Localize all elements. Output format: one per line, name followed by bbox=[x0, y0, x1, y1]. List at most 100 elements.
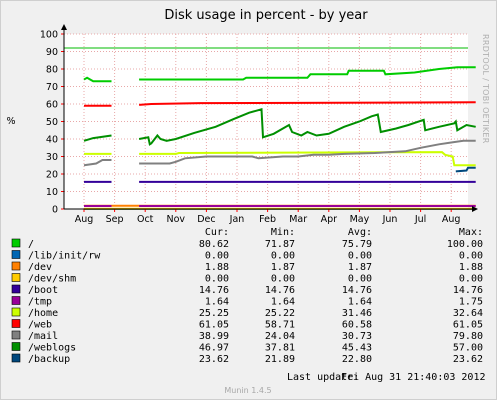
legend-series-name: /home bbox=[28, 308, 58, 319]
legend-swatch bbox=[11, 261, 21, 271]
y-tick-label: 0 bbox=[52, 205, 58, 216]
series-line-web bbox=[139, 101, 476, 106]
legend-stat-value: 14.76 bbox=[453, 285, 483, 296]
x-tick-label: Sep bbox=[106, 214, 124, 225]
legend-stat-value: 23.62 bbox=[199, 354, 229, 365]
series-line-weblogs bbox=[138, 108, 476, 146]
legend-swatch bbox=[11, 284, 21, 294]
legend-stat-value: 14.76 bbox=[265, 285, 295, 296]
legend-stat-value: 0.00 bbox=[205, 274, 229, 285]
x-tick-label: May bbox=[350, 214, 370, 225]
legend-stat-value: 1.64 bbox=[205, 297, 229, 308]
legend-stat-value: 75.79 bbox=[342, 239, 372, 250]
legend-stat-value: 0.00 bbox=[205, 251, 229, 262]
x-tick-label: Feb bbox=[259, 214, 276, 225]
y-tick-label: 10 bbox=[46, 187, 58, 198]
x-tick-label: Nov bbox=[167, 214, 186, 225]
series-line-home bbox=[139, 151, 476, 167]
y-tick-label: 80 bbox=[46, 65, 58, 76]
legend-stat-value: 23.62 bbox=[453, 354, 483, 365]
legend-stat-value: 1.87 bbox=[271, 262, 295, 273]
legend-series-name: /weblogs bbox=[28, 343, 76, 354]
x-tick-label: Dec bbox=[197, 214, 215, 225]
legend: Cur: Min: Avg: Max: / 80.62 71.87 75.79 100.00/l… bbox=[11, 227, 483, 365]
legend-stat-value: 22.80 bbox=[342, 354, 372, 365]
legend-stat-value: 1.87 bbox=[348, 262, 372, 273]
legend-stat-value: 57.00 bbox=[453, 343, 483, 354]
legend-stat-value: 31.46 bbox=[342, 308, 372, 319]
legend-series-name: /web bbox=[28, 320, 52, 331]
legend-header: Max: bbox=[459, 227, 483, 238]
legend-series-name: /backup bbox=[28, 354, 70, 365]
x-tick-label: Jul bbox=[414, 214, 426, 225]
legend-stat-value: 0.00 bbox=[459, 251, 483, 262]
legend-series-name: /dev/shm bbox=[28, 274, 76, 285]
legend-swatch bbox=[11, 319, 21, 328]
series-line-weblogs bbox=[83, 134, 112, 142]
x-tick-label: Jan bbox=[229, 214, 245, 225]
y-tick-label: 50 bbox=[46, 117, 58, 128]
y-tick-label: 20 bbox=[46, 170, 58, 181]
x-tick-label: Mar bbox=[289, 214, 307, 225]
legend-header: Cur: bbox=[205, 227, 229, 238]
y-tick-label: 70 bbox=[46, 82, 58, 93]
legend-stat-value: 37.81 bbox=[265, 343, 295, 354]
legend-stat-value: 60.58 bbox=[342, 320, 372, 331]
legend-stat-value: 0.00 bbox=[348, 251, 372, 262]
series-line-mail bbox=[83, 159, 112, 167]
legend-swatch bbox=[11, 353, 21, 363]
y-tick-label: 60 bbox=[46, 100, 58, 111]
legend-stat-value: 0.00 bbox=[348, 274, 372, 285]
legend-stat-value: 0.00 bbox=[271, 251, 295, 262]
y-axis-label: % bbox=[6, 116, 15, 127]
rrdtool-side-label: RRDTOOL / TOBI OETIKER bbox=[481, 34, 490, 144]
legend-stat-value: 14.76 bbox=[199, 285, 229, 296]
last-update-value: Fri Aug 31 21:40:03 2012 bbox=[341, 372, 486, 383]
y-axis-arrow bbox=[61, 24, 67, 30]
legend-series-name: /dev bbox=[28, 262, 52, 273]
series-line-backup bbox=[455, 166, 476, 173]
legend-swatch bbox=[11, 250, 21, 259]
legend-stat-value: 80.62 bbox=[199, 239, 229, 250]
legend-stat-value: 21.89 bbox=[265, 354, 295, 365]
legend-stat-value: 25.25 bbox=[199, 308, 229, 319]
legend-stat-value: 45.43 bbox=[342, 343, 372, 354]
legend-series-name: /mail bbox=[28, 331, 58, 342]
y-tick-label: 40 bbox=[46, 135, 58, 146]
legend-stat-value: 100.00 bbox=[447, 239, 483, 250]
legend-stat-value: 46.97 bbox=[199, 343, 229, 354]
legend-swatch bbox=[11, 307, 21, 317]
legend-series-name: /lib/init/rw bbox=[28, 251, 101, 262]
legend-series-name: /tmp bbox=[28, 297, 52, 308]
legend-stat-value: 32.64 bbox=[453, 308, 483, 319]
chart-title: Disk usage in percent - by year bbox=[164, 8, 368, 23]
legend-stat-value: 1.88 bbox=[459, 262, 483, 273]
legend-stat-value: 0.00 bbox=[271, 274, 295, 285]
legend-stat-value: 61.05 bbox=[453, 320, 483, 331]
legend-stat-value: 38.99 bbox=[199, 331, 229, 342]
legend-series-name: / bbox=[28, 239, 34, 250]
x-tick-label: Apr bbox=[321, 214, 338, 225]
legend-swatch bbox=[11, 273, 21, 282]
legend-swatch bbox=[11, 330, 21, 340]
legend-header: Avg: bbox=[348, 227, 372, 238]
legend-stat-value: 1.75 bbox=[459, 297, 483, 308]
munin-version: Munin 1.4.5 bbox=[224, 386, 271, 395]
legend-stat-value: 25.22 bbox=[265, 308, 295, 319]
last-update-label: Last update: bbox=[287, 372, 359, 383]
legend-stat-value: 1.88 bbox=[205, 262, 229, 273]
legend-stat-value: 30.73 bbox=[342, 331, 372, 342]
y-tick-label: 100 bbox=[40, 30, 58, 41]
legend-stat-value: 1.64 bbox=[271, 297, 295, 308]
x-tick-label: Oct bbox=[137, 214, 154, 225]
grid-layer bbox=[64, 33, 468, 209]
x-tick-label: Aug bbox=[75, 214, 94, 225]
legend-stat-value: 0.00 bbox=[459, 274, 483, 285]
legend-stat-value: 79.80 bbox=[453, 331, 483, 342]
axis-layer: 0 10 20 30 40 50 60 70 80 90 100 Aug Sep Oct Nov Dec Jan… bbox=[40, 24, 478, 225]
legend-swatch bbox=[11, 342, 21, 351]
series-line-root bbox=[83, 76, 112, 83]
legend-stat-value: 71.87 bbox=[265, 239, 295, 250]
x-axis-arrow bbox=[472, 206, 478, 212]
